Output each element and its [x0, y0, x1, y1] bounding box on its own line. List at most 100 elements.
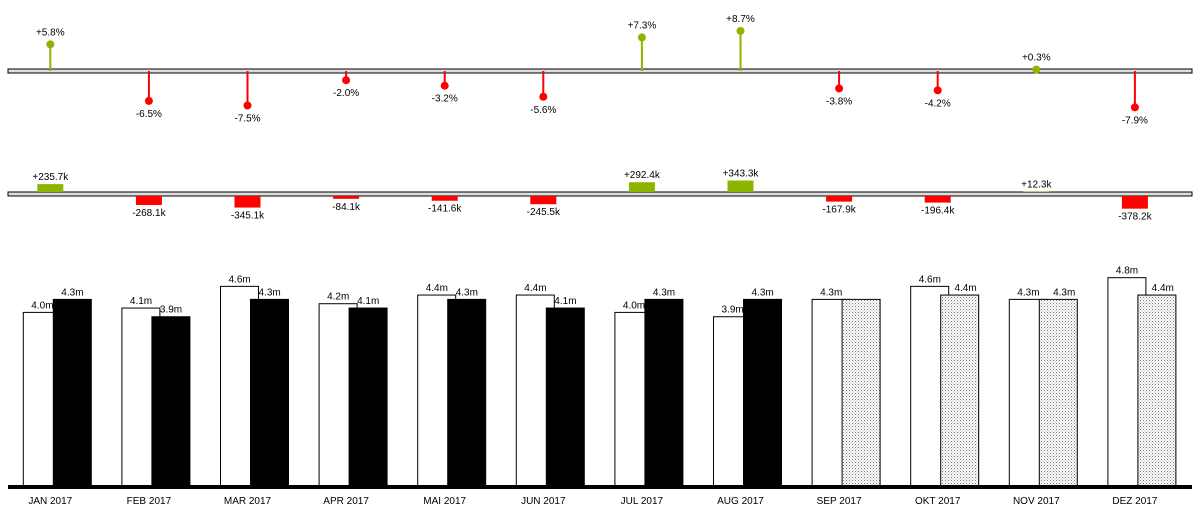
x-tick-label: JUL 2017	[621, 496, 664, 507]
relative-variance-label: +8.7%	[726, 14, 755, 25]
relative-variance-label: -5.6%	[530, 105, 556, 116]
absolute-variance-bar	[924, 196, 951, 203]
absolute-variance-label: +235.7k	[32, 172, 69, 183]
relative-variance-dot	[637, 33, 646, 42]
absolute-variance-bar	[37, 184, 64, 192]
relative-variance-dot	[933, 86, 942, 95]
relative-variance-panel: +5.8% -6.5% -7.5% -2.0% -3.2% -5.6% +7.3% +8.7%…	[7, 14, 1193, 126]
actual-label: 4.3m	[653, 287, 675, 298]
previous-year-label: 4.4m	[524, 283, 546, 294]
x-axis-baseline	[8, 485, 1192, 489]
absolute-variance-bar	[628, 182, 655, 192]
relative-variance-label: -3.8%	[826, 96, 852, 107]
actual-bar	[52, 298, 92, 487]
actual-bar	[348, 307, 388, 487]
previous-year-label: 4.2m	[327, 292, 349, 303]
absolute-variance-label: +343.3k	[723, 168, 760, 179]
absolute-variance-label: -268.1k	[132, 208, 166, 219]
absolute-variance-label: -141.6k	[428, 204, 462, 215]
absolute-variance-label: -196.4k	[921, 206, 955, 217]
actual-bar	[250, 298, 289, 487]
previous-year-label: 4.6m	[919, 274, 941, 285]
relative-variance-label: -7.9%	[1122, 115, 1148, 126]
forecast-bar	[940, 294, 980, 487]
absolute-variance-bar	[826, 196, 853, 202]
relative-variance-label: -6.5%	[136, 109, 162, 120]
x-tick-label: NOV 2017	[1013, 496, 1060, 507]
previous-year-label: 4.6m	[229, 274, 251, 285]
relative-variance-label: +0.3%	[1022, 53, 1051, 64]
forecast-label: 4.4m	[954, 283, 976, 294]
x-tick-label: MAR 2017	[224, 496, 272, 507]
forecast-bar	[1137, 294, 1177, 487]
x-tick-label: JUN 2017	[521, 496, 566, 507]
actual-label: 3.9m	[160, 305, 182, 316]
relative-variance-label: +5.8%	[36, 27, 65, 38]
actual-label: 4.1m	[554, 296, 576, 307]
x-tick-label: JAN 2017	[28, 496, 72, 507]
actual-label: 4.3m	[259, 287, 281, 298]
relative-variance-label: -4.2%	[925, 98, 951, 109]
absolute-variance-label: -345.1k	[231, 211, 265, 222]
x-tick-label: FEB 2017	[127, 496, 172, 507]
x-tick-label: SEP 2017	[817, 496, 862, 507]
x-tick-label: APR 2017	[323, 496, 369, 507]
forecast-bar	[841, 298, 881, 487]
relative-variance-dot	[144, 96, 153, 105]
actual-label: 4.3m	[456, 287, 478, 298]
actual-bar	[151, 316, 191, 487]
absolute-variance-label: -378.2k	[1118, 212, 1152, 223]
actual-bar	[447, 298, 487, 487]
forecast-bar	[1038, 298, 1078, 487]
previous-year-label: 4.1m	[130, 296, 152, 307]
relative-variance-label: -7.5%	[234, 114, 260, 125]
main-bar-panel: 4.0m 4.3m JAN 2017 4.1m 3.9m FEB 2017 4.6m 4.3m…	[8, 266, 1192, 507]
x-tick-label: OKT 2017	[915, 496, 961, 507]
x-tick-label: MAI 2017	[423, 496, 466, 507]
actual-bar	[545, 307, 585, 487]
absolute-variance-bar	[333, 196, 360, 199]
absolute-variance-bar	[530, 196, 557, 205]
forecast-label: 4.4m	[1152, 283, 1174, 294]
absolute-variance-panel: +235.7k -268.1k -345.1k -84.1k -141.6k -245.5…	[7, 168, 1193, 223]
absolute-variance-label: -84.1k	[332, 202, 361, 213]
absolute-variance-bar	[135, 196, 162, 205]
absolute-variance-bar	[1121, 196, 1148, 209]
actual-bar	[644, 298, 684, 487]
x-tick-label: AUG 2017	[717, 496, 764, 507]
relative-variance-label: -2.0%	[333, 88, 359, 99]
relative-variance-dot	[736, 26, 745, 35]
absolute-variance-label: -245.5k	[527, 207, 561, 218]
relative-variance-label: +7.3%	[628, 20, 657, 31]
relative-variance-dot	[1032, 65, 1041, 74]
relative-variance-dot	[46, 40, 55, 49]
absolute-variance-bar	[234, 196, 261, 208]
previous-year-label: 4.3m	[820, 287, 842, 298]
relative-variance-dot	[539, 92, 548, 101]
relative-variance-dot	[835, 84, 844, 93]
previous-year-label: 3.9m	[722, 305, 744, 316]
x-tick-label: DEZ 2017	[1112, 496, 1157, 507]
relative-variance-label: -3.2%	[432, 94, 458, 105]
relative-variance-dot	[342, 76, 351, 85]
previous-year-label: 4.0m	[623, 300, 645, 311]
relative-variance-dot	[243, 101, 252, 110]
actual-bar	[743, 298, 782, 487]
previous-year-label: 4.8m	[1116, 266, 1138, 277]
absolute-variance-label: -167.9k	[822, 205, 856, 216]
actual-label: 4.1m	[357, 296, 379, 307]
forecast-label: 4.3m	[1053, 287, 1075, 298]
previous-year-label: 4.3m	[1017, 287, 1039, 298]
previous-year-label: 4.0m	[31, 300, 53, 311]
absolute-variance-bar	[727, 180, 754, 192]
previous-year-label: 4.4m	[426, 283, 448, 294]
absolute-variance-axis	[7, 191, 1193, 197]
relative-variance-axis	[7, 68, 1193, 74]
absolute-variance-label: +12.3k	[1021, 180, 1052, 191]
absolute-variance-label: +292.4k	[624, 170, 661, 181]
relative-variance-dot	[1130, 103, 1139, 112]
actual-label: 4.3m	[752, 287, 774, 298]
relative-variance-dot	[440, 81, 449, 90]
actual-label: 4.3m	[61, 287, 83, 298]
